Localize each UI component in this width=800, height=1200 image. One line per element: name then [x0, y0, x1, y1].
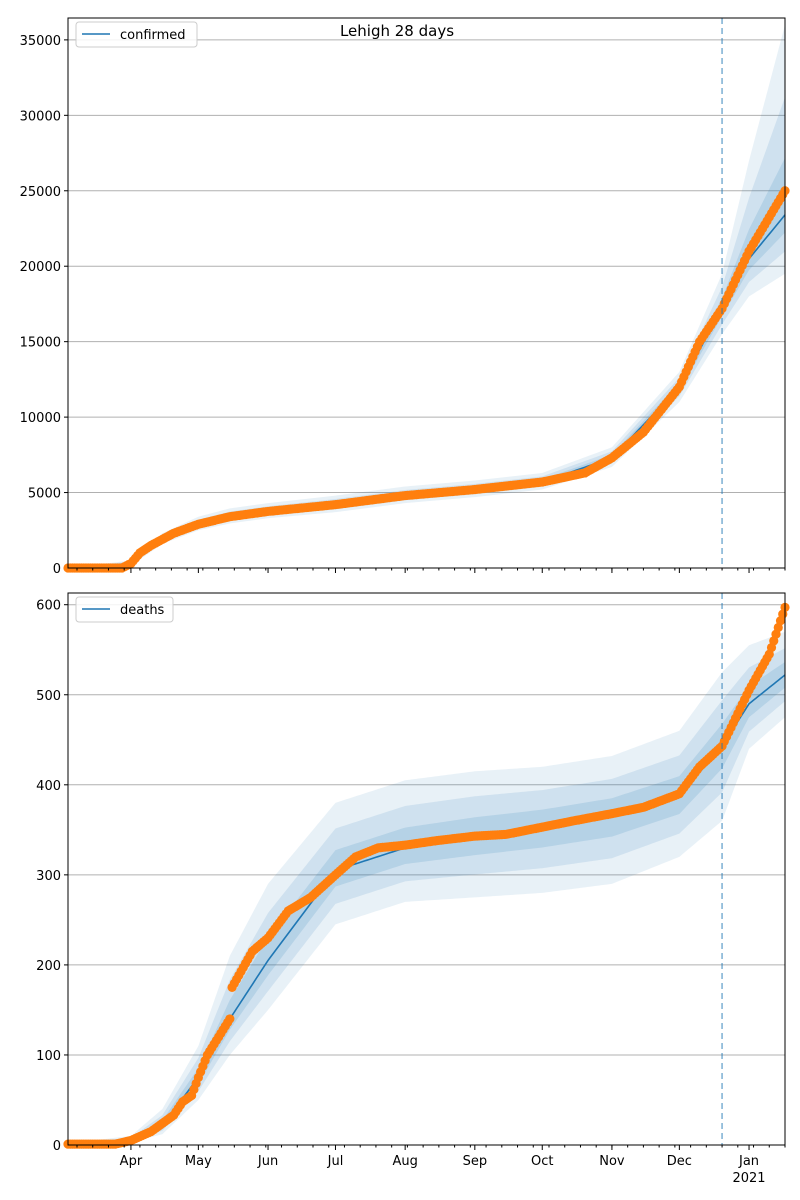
y-tick-label: 400: [36, 779, 61, 794]
x-tick-label: Apr: [120, 1154, 143, 1169]
axes-frame: [67, 592, 786, 1146]
y-tick-label: 300: [36, 869, 61, 884]
x-tick-label: Oct: [531, 1154, 553, 1169]
confidence-band-3: [68, 157, 785, 569]
y-tick-label: 30000: [20, 109, 61, 124]
legend-label: confirmed: [120, 28, 186, 43]
y-tick-label: 5000: [28, 487, 61, 502]
x-tick-label: Jun: [257, 1154, 278, 1169]
panel-deaths: 0 100 200 300 400 500 600 Apr May Jun Jul Aug Sep Oct…: [36, 592, 790, 1186]
y-tick-label: 20000: [20, 260, 61, 275]
confidence-band-1: [68, 24, 785, 569]
y-tick-label: 500: [36, 689, 61, 704]
y-tick-label: 15000: [20, 336, 61, 351]
confidence-band-1: [68, 631, 785, 1145]
legend-box: [75, 596, 174, 623]
x-tick-label: Dec: [667, 1154, 692, 1169]
x-tick-label: Aug: [392, 1154, 417, 1169]
legend: confirmed: [75, 21, 198, 48]
x-tick-label: May: [185, 1154, 212, 1169]
chart-title: Lehigh 28 days: [340, 22, 454, 40]
y-tick-label: 100: [36, 1049, 61, 1064]
year-label: 2021: [732, 1171, 765, 1186]
legend: deaths: [75, 596, 174, 623]
y-tick-label: 600: [36, 599, 61, 614]
axes-frame: [67, 17, 786, 569]
y-tick-label: 200: [36, 959, 61, 974]
y-tick-label: 10000: [20, 411, 61, 426]
y-tick-label: 35000: [20, 34, 61, 49]
observed-point: [225, 1014, 235, 1024]
y-tick-label: 0: [53, 1139, 61, 1154]
legend-label: deaths: [120, 603, 165, 618]
y-tick-label: 0: [53, 562, 61, 577]
y-tick-label: 25000: [20, 185, 61, 200]
legend-box: [75, 21, 198, 48]
panel-confirmed: 0 5000 10000 15000 20000 25000 30000 35000 confi…: [20, 17, 790, 577]
x-tick-label: Jan: [738, 1154, 759, 1169]
x-tick-label: Sep: [463, 1154, 488, 1169]
x-tick-label: Jul: [327, 1154, 344, 1169]
x-tick-label: Nov: [599, 1154, 625, 1169]
